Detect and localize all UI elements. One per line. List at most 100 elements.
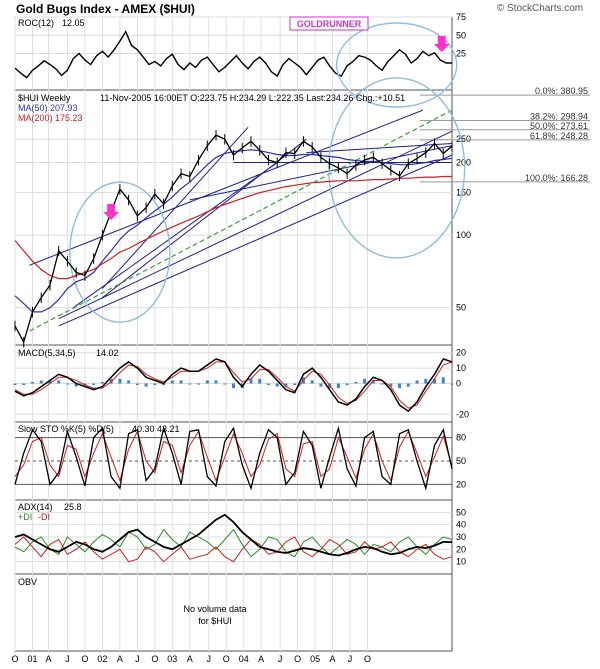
adx-value: 25.8 [64, 502, 82, 512]
macd-histogram-bar [450, 383, 454, 385]
x-tick-label: J [206, 654, 211, 664]
roc-line [14, 30, 452, 79]
macd-panel: 20 10 0 -20 [13, 348, 469, 419]
goldrunner-tag-box [289, 16, 369, 31]
fib-level-label: 100.0%: 166.28 [525, 173, 588, 183]
adx-title: ADX(14) [18, 502, 53, 512]
arrow-icon [103, 204, 120, 221]
macd-histogram-bar [170, 380, 174, 384]
macd-histogram-bar [83, 383, 87, 386]
x-tick-label: J [348, 654, 353, 664]
plus-di-legend: +DI [18, 512, 32, 522]
macd-histogram-bar [135, 383, 139, 386]
price-tick-label: 150 [456, 188, 471, 198]
macd-histogram-bar [275, 383, 279, 387]
price-line [14, 134, 453, 344]
x-tick-label: A [45, 654, 51, 664]
credit-label: © StockCharts.com [497, 3, 583, 14]
macd-histogram-bar [179, 380, 183, 384]
x-tick-label: A [187, 654, 193, 664]
macd-histogram-bar [205, 380, 209, 384]
macd-histogram-bar [57, 380, 61, 384]
macd-title: MACD(5,34,5) [18, 348, 76, 358]
x-tick-label: O [11, 654, 18, 664]
macd-histogram-bar [310, 380, 314, 384]
macd-histogram-bar [188, 383, 192, 385]
macd-histogram-bar [223, 383, 227, 385]
x-tick-label: O [364, 654, 371, 664]
macd-histogram-bar [398, 383, 402, 389]
macd-histogram-bar [380, 383, 384, 385]
roc-panel: 75 50 25 [14, 12, 466, 79]
macd-tick-label: 10 [456, 363, 466, 373]
x-tick-label: O [223, 654, 230, 664]
x-tick-label: A [330, 654, 336, 664]
sto-panel: 80 50 20 [14, 425, 466, 491]
macd-histogram-bar [48, 380, 52, 384]
adx-tick-label: 40 [456, 520, 466, 530]
macd-histogram-bar [144, 383, 148, 387]
macd-histogram-bar [266, 383, 270, 386]
obv-message-line2: for $HUI [198, 616, 232, 626]
macd-histogram-bar [363, 378, 367, 384]
roc-tick-label: 25 [456, 49, 466, 59]
macd-histogram-bar [258, 378, 262, 384]
macd-histogram-bar [65, 383, 69, 385]
x-tick-label: O [81, 654, 88, 664]
macd-histogram-bar [354, 381, 358, 384]
macd-signal-line [14, 361, 453, 409]
macd-value: 14.02 [96, 348, 119, 358]
macd-histogram-bar [197, 383, 201, 385]
macd-histogram-bar [424, 378, 428, 384]
adx-tick-label: 10 [456, 557, 466, 567]
x-axis: O 01 A J O 02 A J O 03 A J O 04 A J O 05 A J O [11, 654, 371, 664]
highlight-circle [327, 77, 466, 259]
roc-tick-label: 50 [456, 30, 466, 40]
fib-level-label: 61.8%: 248.28 [530, 131, 588, 141]
highlight-circle [335, 22, 458, 108]
adx-panel: 50 40 30 20 10 [14, 507, 466, 567]
trend-line [29, 109, 424, 266]
fib-level-label: 50.0%: 273.61 [530, 121, 588, 131]
roc-value: 12.05 [62, 18, 85, 28]
arrow-icon [433, 36, 450, 52]
price-tick-label: 100 [456, 230, 471, 240]
x-tick-label: 05 [310, 654, 320, 664]
macd-histogram-bar [371, 380, 375, 384]
sto-tick-label: 50 [456, 456, 466, 466]
trend-line [72, 162, 278, 309]
macd-histogram-bar [39, 380, 43, 384]
macd-histogram-bar [118, 378, 122, 384]
trend-line [189, 145, 453, 201]
macd-histogram-bar [293, 383, 297, 386]
fib-level-label: 38.2%: 298.94 [530, 111, 588, 121]
goldrunner-tag: GOLDRUNNER [297, 19, 362, 29]
macd-histogram-bar [284, 383, 288, 387]
price-frame [14, 89, 453, 346]
macd-histogram-bar [13, 383, 17, 386]
adx-tick-label: 30 [456, 532, 466, 542]
x-tick-label: A [117, 654, 123, 664]
x-tick-label: A [258, 654, 264, 664]
adx-tick-label: 50 [456, 507, 466, 517]
highlight-circle [69, 181, 171, 323]
macd-histogram-bar [74, 383, 78, 387]
macd-tick-label: 20 [456, 348, 466, 358]
x-tick-label: 01 [27, 654, 37, 664]
macd-histogram-bar [30, 381, 34, 384]
macd-histogram-bar [153, 383, 157, 386]
green-trend-line [29, 109, 453, 332]
x-tick-label: J [65, 654, 70, 664]
macd-histogram-bar [214, 380, 218, 384]
macd-histogram-bar [319, 383, 323, 387]
chart-title: Gold Bugs Index - AMEX ($HUI) [16, 2, 195, 16]
macd-histogram-bar [345, 383, 349, 386]
obv-title: OBV [18, 577, 37, 587]
sto-tick-label: 80 [456, 433, 466, 443]
macd-histogram-bar [109, 378, 113, 384]
sto-title: Slow STO %K(5) %D(5) [18, 424, 114, 434]
trend-line [58, 154, 453, 327]
macd-histogram-bar [406, 383, 410, 387]
price-tick-label: 200 [456, 158, 471, 168]
